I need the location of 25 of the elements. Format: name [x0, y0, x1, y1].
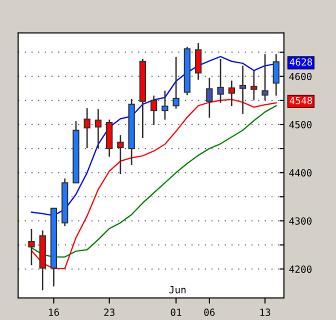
candlestick: [150, 94, 158, 126]
candlestick: [262, 53, 268, 102]
text: 4548: [290, 96, 312, 104]
x-tick-label: 01: [170, 308, 182, 316]
text: 4628: [290, 58, 312, 66]
candlestick: [84, 107, 90, 149]
y-tick-label: 4600: [289, 72, 312, 80]
candlestick: [250, 70, 258, 102]
y-tick-label: 4500: [289, 120, 312, 128]
candlestick: [239, 65, 246, 115]
candlestick: [217, 58, 224, 104]
candlestick: [162, 90, 168, 120]
candlestick: [94, 108, 102, 149]
x-tick-label: 16: [49, 308, 59, 316]
x-tick-label: 06: [204, 308, 215, 316]
x-tick-label: 23: [104, 308, 114, 316]
candlestick: [194, 42, 202, 80]
candlestick: [206, 77, 213, 118]
y-tick-label: 4200: [289, 266, 312, 273]
x-tick-label: 13: [260, 308, 270, 316]
annotation: Jun: [169, 286, 186, 294]
y-tick-label: 4400: [289, 169, 312, 177]
candlestick: [172, 56, 180, 110]
y-tick-label: 4300: [289, 217, 312, 225]
candlestick: [117, 134, 124, 175]
